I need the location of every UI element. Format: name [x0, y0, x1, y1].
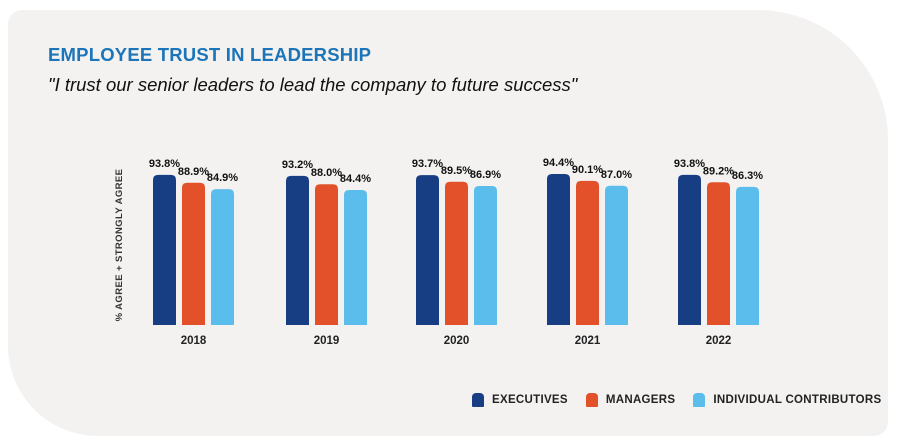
x-tick-label-2021: 2021 — [575, 335, 601, 347]
x-tick-label-2022: 2022 — [706, 335, 732, 347]
data-label-managers-2018: 88.9% — [178, 166, 209, 178]
x-tick-label-2018: 2018 — [181, 335, 207, 347]
bars-layer — [153, 173, 759, 325]
legend-swatch-executives — [472, 393, 484, 407]
chart-legend: EXECUTIVES MANAGERS INDIVIDUAL CONTRIBUT… — [472, 393, 881, 407]
bar-managers-2022 — [707, 182, 730, 325]
bar-individual-contributors-2019 — [344, 189, 367, 325]
bar-executives-2021 — [547, 173, 570, 325]
legend-label-executives: EXECUTIVES — [492, 394, 568, 406]
bar-managers-2021 — [576, 180, 599, 325]
data-label-executives-2020: 93.7% — [412, 158, 443, 170]
legend-item-individual-contributors: INDIVIDUAL CONTRIBUTORS — [693, 393, 881, 407]
bar-individual-contributors-2018 — [211, 189, 234, 325]
data-label-executives-2021: 94.4% — [543, 157, 574, 169]
data-label-individual-contributors-2019: 84.4% — [340, 173, 371, 185]
bar-executives-2019 — [286, 175, 309, 325]
bar-managers-2019 — [315, 184, 338, 325]
x-tick-label-2019: 2019 — [314, 335, 340, 347]
data-label-individual-contributors-2021: 87.0% — [601, 169, 632, 181]
x-tick-labels-layer: 2018 2019 2020 2021 2022 — [181, 335, 732, 347]
data-label-managers-2021: 90.1% — [572, 164, 603, 176]
legend-item-executives: EXECUTIVES — [472, 393, 568, 407]
bar-executives-2020 — [416, 175, 439, 325]
bar-executives-2018 — [153, 174, 176, 325]
chart-subtitle: "I trust our senior leaders to lead the … — [48, 74, 578, 95]
bar-managers-2020 — [445, 181, 468, 325]
legend-item-managers: MANAGERS — [585, 393, 676, 407]
bar-individual-contributors-2021 — [605, 185, 628, 325]
legend-swatch-individual-contributors — [693, 393, 706, 407]
bar-individual-contributors-2022 — [736, 186, 759, 325]
bar-managers-2018 — [182, 182, 205, 325]
legend-label-individual-contributors: INDIVIDUAL CONTRIBUTORS — [713, 394, 882, 406]
data-label-individual-contributors-2018: 84.9% — [207, 172, 238, 184]
y-axis-label: % AGREE + STRONGLY AGREE — [114, 169, 125, 322]
legend-label-managers: MANAGERS — [605, 394, 676, 406]
bar-executives-2022 — [678, 174, 701, 325]
data-label-managers-2019: 88.0% — [311, 167, 342, 179]
chart-title: EMPLOYEE TRUST IN LEADERSHIP — [48, 44, 372, 65]
data-labels-layer: 93.8%88.9%84.9%93.2%88.0%84.4%93.7%89.5%… — [149, 157, 763, 185]
data-label-managers-2022: 89.2% — [703, 165, 734, 177]
data-label-managers-2020: 89.5% — [441, 165, 472, 177]
legend-swatch-managers — [585, 393, 598, 407]
data-label-individual-contributors-2022: 86.3% — [732, 170, 763, 182]
bar-individual-contributors-2020 — [474, 185, 497, 325]
data-label-executives-2019: 93.2% — [282, 159, 313, 171]
data-label-executives-2018: 93.8% — [149, 158, 180, 170]
data-label-individual-contributors-2020: 86.9% — [470, 169, 501, 181]
data-label-executives-2022: 93.8% — [674, 158, 705, 170]
x-tick-label-2020: 2020 — [444, 335, 470, 347]
